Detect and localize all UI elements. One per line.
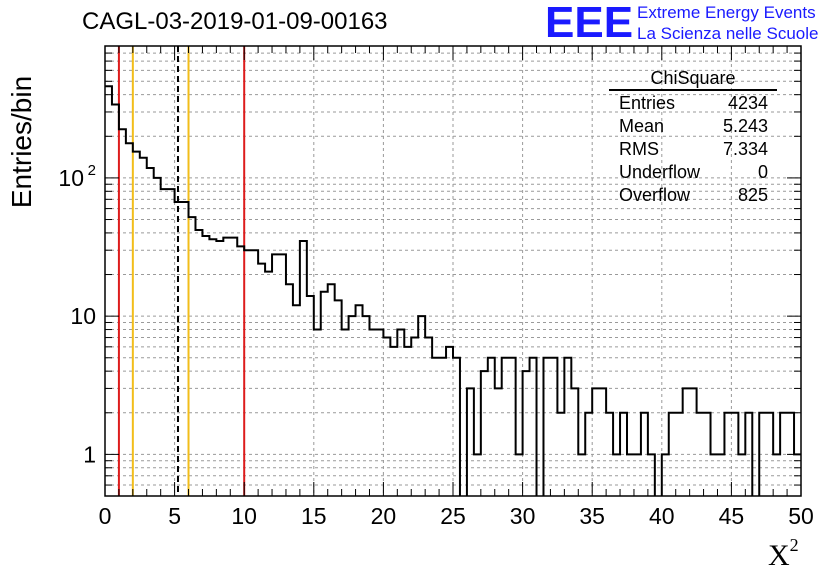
x-tick-label: 5 xyxy=(168,503,181,529)
stats-row-mean: Mean 5.243 xyxy=(609,115,777,138)
reference-lines xyxy=(117,46,246,496)
stats-label: Underflow xyxy=(619,162,701,182)
x-tick-label: 40 xyxy=(649,503,675,529)
x-tick-label: 15 xyxy=(301,503,327,529)
stats-label: Overflow xyxy=(619,185,691,205)
stats-row-overflow: Overflow 825 xyxy=(609,184,777,207)
stats-box: ChiSquare Entries 4234 Mean 5.243 RMS 7.334… xyxy=(609,67,777,207)
x-axis-label-base: X xyxy=(768,539,790,572)
x-axis-label-exponent: 2 xyxy=(789,535,799,555)
logo-line-2: La Scienza nelle Scuole xyxy=(637,24,819,43)
histogram-series xyxy=(105,85,801,496)
y-tick-label: 10 xyxy=(58,165,84,191)
y-axis-label: Entries/bin xyxy=(6,75,37,209)
plot-title: CAGL-03-2019-01-09-00163 xyxy=(82,8,388,35)
stats-value: 7.334 xyxy=(722,139,768,159)
stats-title: ChiSquare xyxy=(609,67,777,91)
logo-line-1: Extreme Energy Events xyxy=(637,3,816,22)
stats-row-underflow: Underflow 0 xyxy=(609,161,777,184)
stats-value: 5.243 xyxy=(722,116,768,136)
x-tick-label: 45 xyxy=(719,503,745,529)
stats-label: RMS xyxy=(619,139,659,159)
x-tick-label: 10 xyxy=(231,503,257,529)
x-tick-label: 25 xyxy=(440,503,466,529)
histogram-outline xyxy=(105,85,801,496)
stats-value: 825 xyxy=(737,185,768,205)
x-axis-label: X2 xyxy=(768,535,799,573)
x-tick-label: 0 xyxy=(99,503,112,529)
stats-row-entries: Entries 4234 xyxy=(609,92,777,115)
y-tick-label: 10 xyxy=(70,303,96,329)
stats-label: Entries xyxy=(619,93,676,113)
x-tick-label: 20 xyxy=(371,503,397,529)
stats-row-rms: RMS 7.334 xyxy=(609,138,777,161)
stats-value: 4234 xyxy=(727,93,768,113)
stats-label: Mean xyxy=(619,116,665,136)
axis-ticks xyxy=(104,46,802,496)
stats-value: 0 xyxy=(757,162,768,182)
logo-caption: Extreme Energy Events La Scienza nelle S… xyxy=(637,2,818,44)
eee-logo: EEE xyxy=(545,0,634,47)
y-tick-label: 1 xyxy=(83,441,96,467)
x-tick-label: 50 xyxy=(788,503,814,529)
x-tick-label: 35 xyxy=(579,503,605,529)
y-tick-label-exponent: 2 xyxy=(88,162,96,179)
x-tick-label: 30 xyxy=(510,503,536,529)
